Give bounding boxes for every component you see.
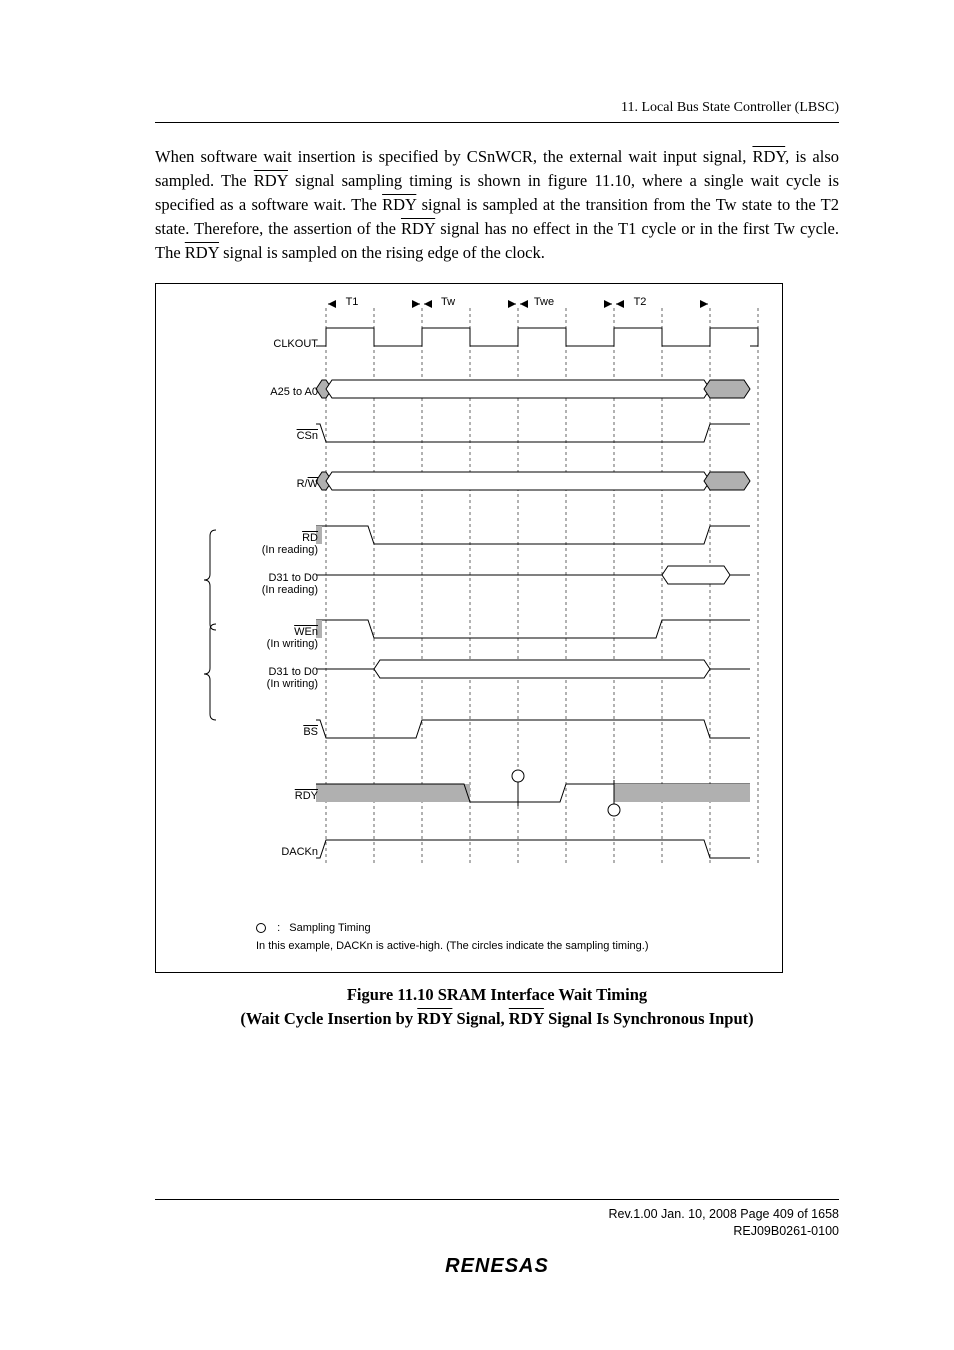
footer-text: Rev.1.00 Jan. 10, 2008 Page 409 of 1658 … [155, 1206, 839, 1240]
legend-sampling-text: Sampling Timing [289, 922, 370, 934]
legend-note: In this example, DACKn is active-high. (… [256, 940, 649, 952]
caption-rdy-1: RDY [417, 1009, 452, 1028]
signal-label-bus_rw: R/W [218, 478, 318, 491]
legend-sampling: : Sampling Timing [256, 922, 649, 934]
rdy-signal-3: RDY [382, 195, 416, 214]
figure-caption: Figure 11.10 SRAM Interface Wait Timing … [155, 983, 839, 1031]
legend-colon: : [277, 922, 286, 934]
signal-label-data_read: D31 to D0(In reading) [218, 572, 318, 597]
state-label-Twe: Twe [524, 296, 564, 308]
signal-label-wen: WEn(In writing) [218, 626, 318, 651]
rdy-signal-1: RDY [752, 147, 785, 166]
state-label-Tw: Tw [428, 296, 468, 308]
header-rule [155, 122, 839, 123]
page: 11. Local Bus State Controller (LBSC) Wh… [0, 0, 954, 1350]
rdy-signal-4: RDY [401, 219, 435, 238]
renesas-logo: RENESAS [445, 1255, 549, 1278]
signal-label-data_write: D31 to D0(In writing) [218, 666, 318, 691]
signal-label-rd: RD(In reading) [218, 532, 318, 557]
page-footer: Rev.1.00 Jan. 10, 2008 Page 409 of 1658 … [155, 1199, 839, 1240]
state-label-T1: T1 [332, 296, 372, 308]
footer-line1: Rev.1.00 Jan. 10, 2008 Page 409 of 1658 [608, 1207, 839, 1221]
body-paragraph: When software wait insertion is specifie… [155, 145, 839, 265]
caption-line2b: Signal, [452, 1009, 508, 1028]
caption-line2a: (Wait Cycle Insertion by [240, 1009, 417, 1028]
para-frag-6: signal is sampled on the rising edge of … [219, 243, 545, 262]
header-section-label: 11. Local Bus State Controller (LBSC) [155, 100, 839, 116]
signal-label-clock: CLKOUT [218, 338, 318, 351]
para-frag-1: When software wait insertion is specifie… [155, 147, 752, 166]
diagram-legend: : Sampling Timing In this example, DACKn… [256, 922, 649, 952]
caption-line2c: Signal Is Synchronous Input) [544, 1009, 754, 1028]
caption-rdy-2: RDY [509, 1009, 544, 1028]
timing-diagram: CLKOUT A25 to A0 CSn R/W RD(In reading) D31 t… [155, 283, 783, 973]
signal-label-bus_addr: A25 to A0 [218, 386, 318, 399]
rdy-signal-5: RDY [185, 243, 219, 262]
footer-line2: REJ09B0261-0100 [733, 1224, 839, 1238]
signal-label-bs: BS [218, 726, 318, 739]
caption-line1: Figure 11.10 SRAM Interface Wait Timing [347, 985, 647, 1004]
footer-rule [155, 1199, 839, 1200]
signal-label-csn: CSn [218, 430, 318, 443]
state-label-T2: T2 [620, 296, 660, 308]
rdy-signal-2: RDY [254, 171, 288, 190]
circle-icon [256, 923, 266, 933]
signal-label-dackn: DACKn [218, 846, 318, 859]
signal-label-rdy: RDY [218, 790, 318, 803]
